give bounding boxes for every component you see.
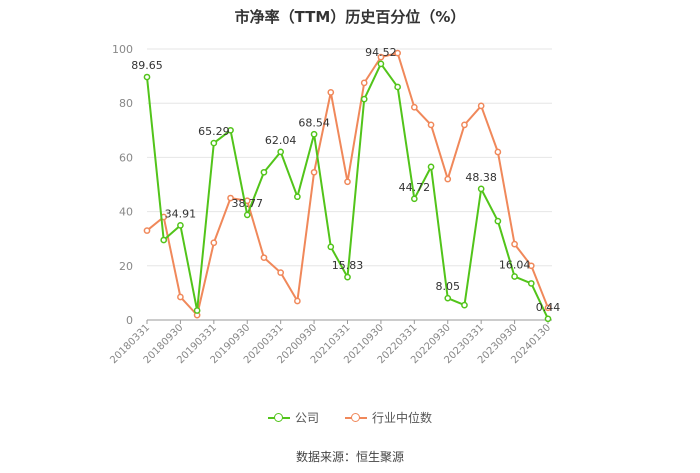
data-point: [277, 269, 285, 276]
data-label: 15.83: [332, 259, 364, 272]
data-point: [160, 236, 168, 244]
data-point: [527, 262, 535, 270]
data-point: [544, 304, 552, 312]
data-point: [310, 168, 318, 176]
data-point: [477, 185, 485, 193]
data-point: [511, 240, 518, 248]
data-point: [494, 217, 502, 225]
y-tick-label: 100: [112, 43, 133, 56]
legend-swatch-industry-median: [345, 412, 367, 423]
legend-item-company[interactable]: 公司: [267, 409, 319, 426]
data-point: [260, 254, 268, 262]
data-label: 94.52: [365, 46, 397, 59]
data-label: 8.05: [436, 280, 461, 293]
data-point: [243, 211, 251, 219]
data-point: [227, 194, 234, 202]
data-point: [461, 301, 468, 309]
data-label: 38.77: [232, 197, 264, 210]
data-point: [377, 53, 385, 61]
data-label: 48.38: [465, 171, 497, 184]
y-tick-label: 0: [126, 314, 133, 327]
series-line: [146, 62, 549, 320]
data-point: [143, 227, 151, 234]
y-tick-label: 20: [119, 260, 133, 273]
y-tick-label: 60: [119, 151, 133, 164]
data-label: 44.72: [399, 181, 431, 194]
legend-item-industry-median[interactable]: 行业中位数: [345, 409, 432, 426]
data-point: [277, 148, 285, 156]
data-point: [377, 60, 385, 68]
data-label: 68.54: [298, 116, 330, 129]
data-point: [344, 273, 351, 281]
data-point: [394, 83, 401, 91]
data-point: [444, 175, 452, 183]
data-point: [143, 73, 151, 81]
data-point: [294, 193, 301, 201]
legend: 公司 行业中位数: [0, 409, 700, 426]
y-tick-label: 40: [119, 206, 133, 219]
data-point: [410, 195, 418, 203]
data-point: [511, 273, 518, 280]
series-industry-median: [143, 49, 552, 319]
y-tick-label: 80: [119, 97, 133, 110]
series: [143, 49, 552, 323]
series-company: [143, 60, 552, 323]
data-point: [410, 103, 418, 111]
legend-label-company: 公司: [294, 411, 319, 425]
data-point: [193, 307, 201, 314]
data-point: [394, 49, 401, 57]
data-point: [527, 280, 535, 287]
data-point: [294, 297, 301, 305]
data-point: [260, 168, 268, 176]
data-point: [177, 222, 184, 229]
data-label: 65.29: [198, 125, 230, 138]
data-point: [327, 89, 335, 96]
data-point: [494, 148, 502, 156]
chart-title: 市净率（TTM）历史百分位（%）: [234, 8, 466, 26]
data-label: 0.44: [536, 301, 561, 314]
data-point: [444, 294, 452, 302]
data-point: [344, 178, 351, 186]
data-point: [327, 243, 335, 251]
data-point: [544, 315, 552, 323]
source-note: 数据来源：恒生聚源: [295, 450, 404, 464]
data-point: [210, 139, 218, 147]
grid: [147, 48, 552, 267]
data-point: [461, 121, 468, 129]
data-point: [210, 239, 218, 247]
data-point: [310, 130, 318, 138]
data-point: [177, 293, 184, 301]
data-point: [227, 126, 234, 134]
data-label: 62.04: [265, 134, 297, 147]
legend-swatch-company: [267, 412, 290, 423]
data-label: 89.65: [131, 59, 163, 72]
legend-label-industry-median: 行业中位数: [372, 411, 433, 425]
data-point: [427, 121, 435, 129]
data-point: [360, 79, 368, 87]
data-point: [477, 102, 485, 110]
data-label: 16.04: [499, 259, 531, 272]
data-point: [360, 95, 368, 103]
data-label: 34.91: [165, 207, 197, 220]
data-point: [427, 163, 435, 171]
